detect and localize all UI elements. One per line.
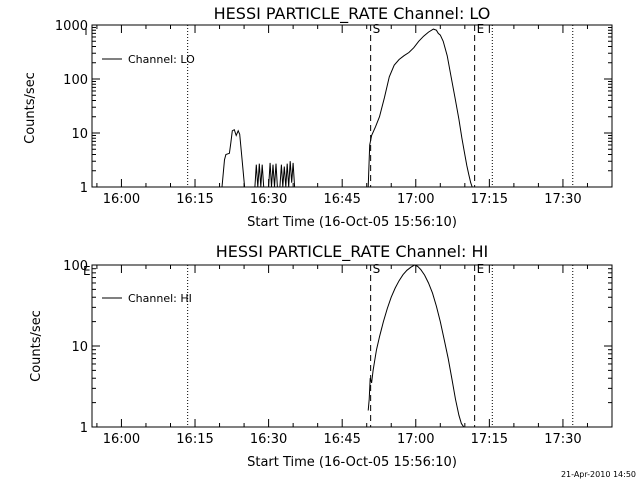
- x-axis-label: Start Time (16-Oct-05 15:56:10): [247, 455, 457, 470]
- y-tick-label: 100: [63, 259, 88, 274]
- legend-entry: Channel: LO: [128, 53, 195, 66]
- y-axis-label: Counts/sec: [23, 72, 38, 144]
- x-tick-label: 17:30: [544, 432, 581, 447]
- y-tick-label: 10: [71, 127, 88, 142]
- x-tick-label: 17:15: [471, 192, 508, 207]
- series-line: [279, 161, 297, 188]
- start-marker-label: S: [373, 262, 381, 276]
- left-marker-label: E: [83, 264, 91, 278]
- y-axis-label: Counts/sec: [29, 310, 44, 382]
- chart-panel-lo: HESSI PARTICLE_RATE Channel: LO Start Ti…: [23, 4, 613, 230]
- plot-frame: [91, 264, 613, 428]
- series-line: [367, 264, 465, 428]
- chart-title: HESSI PARTICLE_RATE Channel: HI: [216, 242, 489, 262]
- series-line: [254, 163, 265, 188]
- timestamp: 21-Apr-2010 14:50: [561, 470, 636, 479]
- x-tick-label: 16:00: [103, 432, 140, 447]
- x-tick-label: 17:30: [544, 192, 581, 207]
- x-tick-label: 16:00: [103, 192, 140, 207]
- x-tick-label: 16:45: [323, 192, 360, 207]
- x-tick-label: 17:15: [471, 432, 508, 447]
- y-tick-label: 1: [80, 421, 88, 436]
- x-tick-label: 17:00: [397, 432, 434, 447]
- legend-entry: Channel: HI: [128, 292, 192, 305]
- y-tick-label: 1000: [55, 19, 88, 34]
- x-tick-label: 16:45: [323, 432, 360, 447]
- chart-panel-hi: HESSI PARTICLE_RATE Channel: HI Start Ti…: [29, 242, 613, 470]
- y-tick-label: 10: [71, 340, 88, 355]
- x-tick-label: 16:30: [250, 192, 287, 207]
- series-line: [221, 128, 246, 188]
- x-tick-label: 16:15: [176, 192, 213, 207]
- legend: Channel: LO: [102, 53, 195, 66]
- end-marker-label: E: [477, 22, 485, 36]
- x-tick-label: 17:00: [397, 192, 434, 207]
- y-tick-label: 1: [80, 181, 88, 196]
- plot-frame: [91, 24, 613, 188]
- start-marker-label: S: [373, 22, 381, 36]
- x-tick-label: 16:30: [250, 432, 287, 447]
- end-marker-label: E: [477, 262, 485, 276]
- x-tick-label: 16:15: [176, 432, 213, 447]
- legend: Channel: HI: [102, 292, 192, 305]
- y-tick-label: 100: [63, 73, 88, 88]
- series-line: [268, 162, 278, 188]
- series-line: [367, 28, 473, 188]
- x-axis-label: Start Time (16-Oct-05 15:56:10): [247, 215, 457, 230]
- chart-title: HESSI PARTICLE_RATE Channel: LO: [214, 4, 491, 24]
